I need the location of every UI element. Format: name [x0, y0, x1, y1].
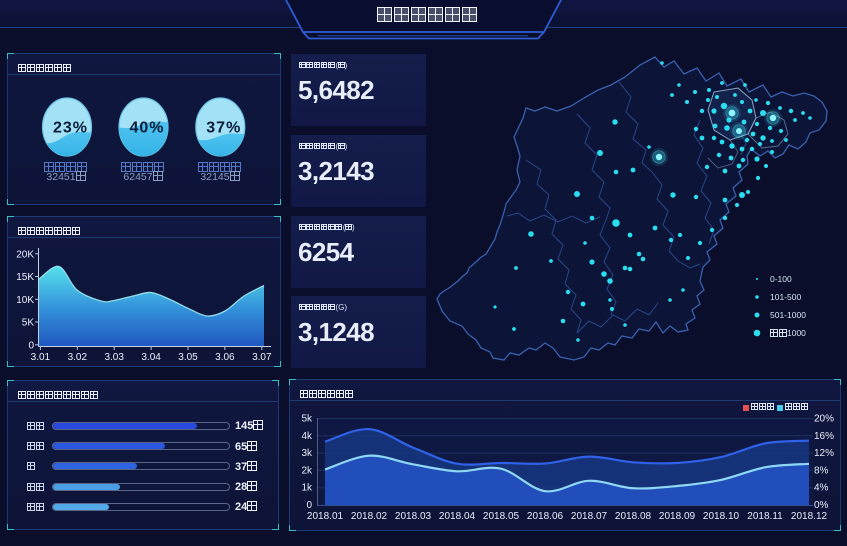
svg-text:0: 0: [306, 500, 312, 511]
svg-text:1k: 1k: [301, 483, 313, 494]
svg-text:2018.08: 2018.08: [615, 511, 652, 522]
svg-text:3.05: 3.05: [178, 352, 198, 363]
svg-text:2k: 2k: [301, 465, 313, 476]
svg-text:2018.04: 2018.04: [439, 511, 476, 522]
svg-text:101-500: 101-500: [770, 292, 801, 302]
svg-text:4%: 4%: [814, 483, 829, 494]
svg-text:2018.07: 2018.07: [571, 511, 608, 522]
svg-text:4k: 4k: [301, 431, 313, 442]
svg-text:3.04: 3.04: [141, 352, 161, 363]
svg-text:3k: 3k: [301, 448, 313, 459]
svg-text:12%: 12%: [814, 448, 834, 459]
svg-text:5K: 5K: [22, 318, 35, 329]
svg-text:16%: 16%: [814, 431, 834, 442]
svg-text:0-100: 0-100: [770, 274, 792, 284]
svg-text:15K: 15K: [16, 272, 34, 283]
svg-text:3.01: 3.01: [31, 352, 51, 363]
svg-text:2018.02: 2018.02: [351, 511, 388, 522]
svg-text:40%: 40%: [129, 120, 164, 137]
svg-text:20K: 20K: [16, 249, 34, 260]
svg-text:0%: 0%: [814, 500, 829, 511]
svg-text:0: 0: [28, 340, 34, 351]
svg-text:20%: 20%: [814, 414, 834, 425]
svg-text:8%: 8%: [814, 465, 829, 476]
svg-text:37%: 37%: [206, 120, 241, 137]
svg-text:10K: 10K: [16, 295, 34, 306]
svg-text:501-1000: 501-1000: [770, 310, 806, 320]
svg-text:2018.05: 2018.05: [483, 511, 520, 522]
svg-text:3.02: 3.02: [68, 352, 88, 363]
svg-text:3.03: 3.03: [104, 352, 124, 363]
svg-text:2018.06: 2018.06: [527, 511, 564, 522]
svg-text:2018.03: 2018.03: [395, 511, 432, 522]
svg-text:23%: 23%: [53, 120, 88, 137]
svg-text:5k: 5k: [301, 414, 313, 425]
svg-text:2018.09: 2018.09: [659, 511, 696, 522]
svg-text:3.07: 3.07: [252, 352, 272, 363]
svg-text:3.06: 3.06: [215, 352, 235, 363]
svg-text:2018.11: 2018.11: [747, 511, 783, 522]
svg-text:2018.01: 2018.01: [307, 511, 344, 522]
svg-text:2018.12: 2018.12: [791, 511, 828, 522]
svg-text:2018.10: 2018.10: [703, 511, 740, 522]
